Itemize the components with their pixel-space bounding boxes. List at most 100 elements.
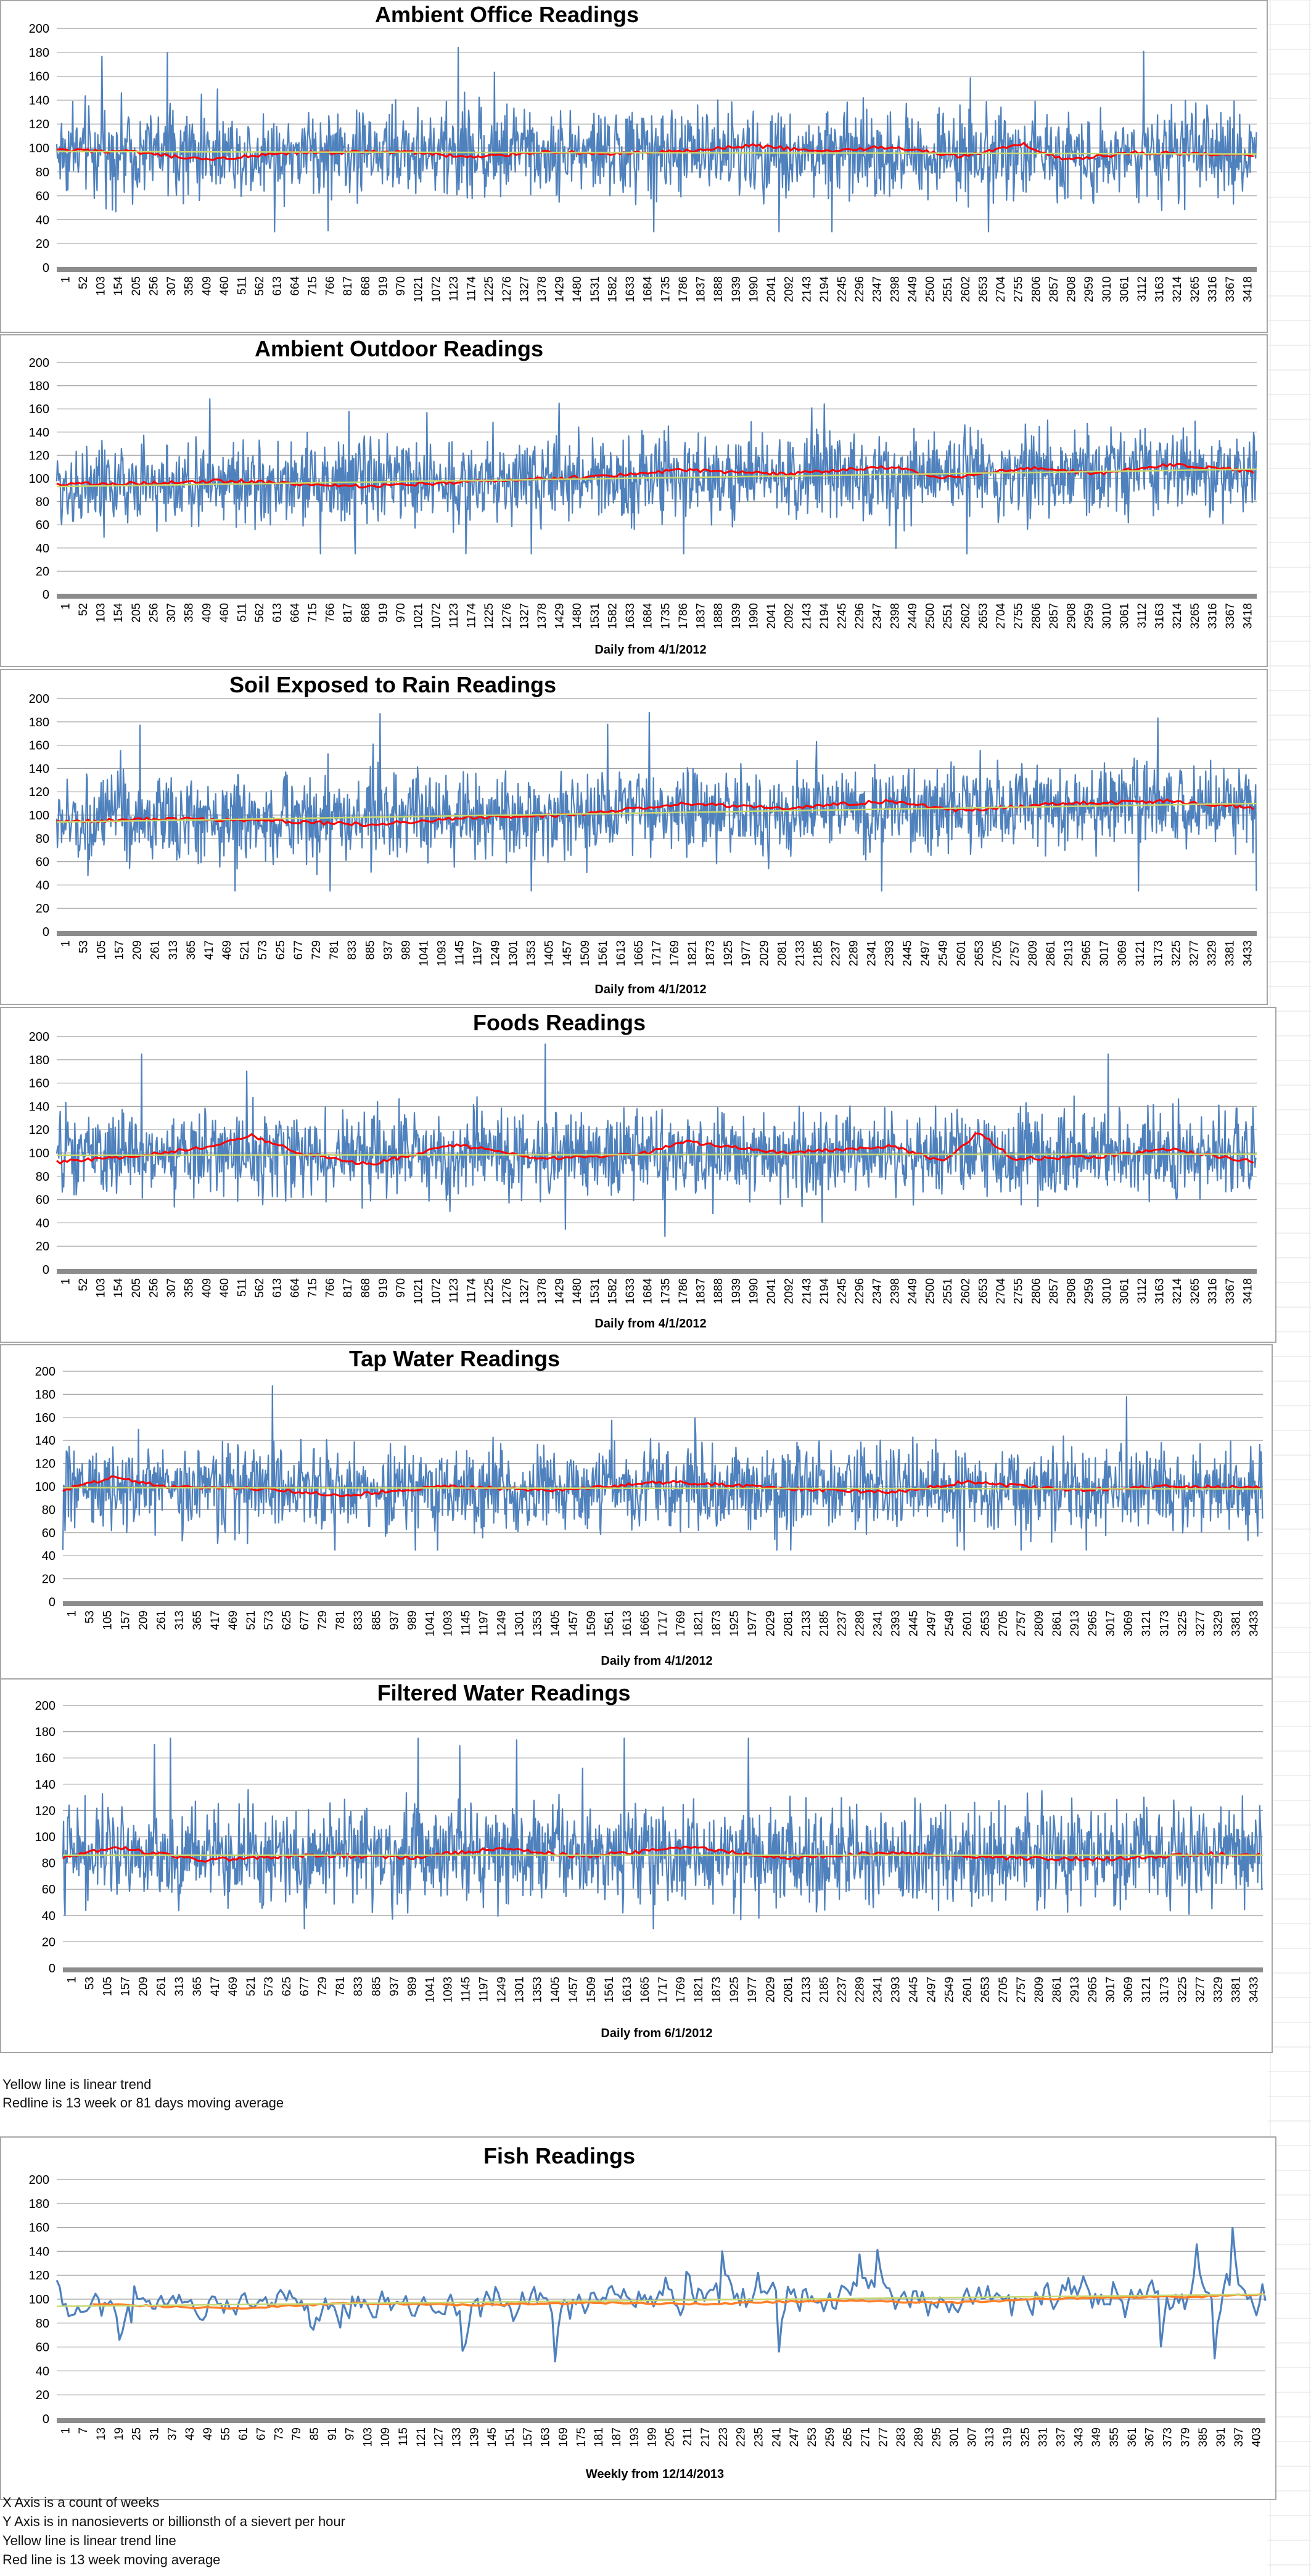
chart-soil-exposed-to-rain[interactable]: 0 20 40 60 80 100 120 140 160 180 200 1 53 105 157 209 2… xyxy=(0,669,1268,1005)
x-tick-label: 3112 xyxy=(1136,603,1149,628)
x-tick-label: 73 xyxy=(273,2427,286,2440)
y-tick-label: 60 xyxy=(36,856,49,869)
x-tick-label: 2081 xyxy=(782,1610,795,1636)
chart-foods[interactable]: 0 20 40 60 80 100 120 140 160 180 200 1 52 103 154 205 2… xyxy=(0,1007,1276,1343)
x-tick-label: 817 xyxy=(342,603,355,623)
chart-fish[interactable]: 0 20 40 60 80 100 120 140 160 180 200 1 7 13 19 25 31 37 4… xyxy=(0,2136,1276,2500)
x-tick-label: 715 xyxy=(306,276,319,296)
x-tick-label: 121 xyxy=(415,2427,428,2447)
x-tick-label: 1531 xyxy=(589,276,602,302)
x-tick-label: 2445 xyxy=(902,940,914,966)
x-tick-label: 613 xyxy=(271,1278,284,1298)
x-tick-label: 2913 xyxy=(1062,940,1075,966)
x-tick-label: 1041 xyxy=(424,1610,437,1636)
x-tick-label: 2857 xyxy=(1048,276,1061,302)
x-tick-label: 1041 xyxy=(417,940,430,966)
x-tick-label: 2809 xyxy=(1033,1610,1046,1636)
y-tick-label: 200 xyxy=(29,2173,49,2187)
x-tick-label: 53 xyxy=(84,1610,97,1623)
x-tick-label: 469 xyxy=(221,940,234,960)
x-tick-label: 2861 xyxy=(1045,940,1058,966)
x-tick-label: 53 xyxy=(78,940,91,953)
y-tick-label: 100 xyxy=(29,1147,49,1160)
series-linear-trend xyxy=(62,1487,1264,1490)
x-tick-label: 13 xyxy=(95,2427,108,2440)
chart-tap-water[interactable]: 0 20 40 60 80 100 120 140 160 180 200 1 53 105 157 209 2… xyxy=(0,1344,1273,1680)
x-tick-label: 2704 xyxy=(995,603,1008,630)
x-tick-label: 3214 xyxy=(1171,276,1184,303)
x-tick-label: 2908 xyxy=(1066,603,1079,629)
y-tick-label: 80 xyxy=(36,832,49,846)
x-tick-label: 868 xyxy=(360,276,372,296)
x-tick-label: 1582 xyxy=(606,603,619,629)
x-tick-label: 1888 xyxy=(712,1278,725,1304)
y-tick-label: 0 xyxy=(43,1263,49,1277)
x-tick-label: 105 xyxy=(102,1610,115,1630)
x-tick-label: 307 xyxy=(966,2427,979,2447)
x-tick-label: 3329 xyxy=(1206,940,1219,966)
x-tick-label: 2449 xyxy=(906,276,919,302)
x-tick-label: 2549 xyxy=(937,940,950,966)
x-tick-label: 1 xyxy=(66,1610,79,1617)
x-tick-label: 2143 xyxy=(800,276,813,302)
x-tick-label: 343 xyxy=(1072,2427,1085,2447)
x-tick-label: 2601 xyxy=(961,1977,974,2003)
x-tick-label: 417 xyxy=(209,1610,222,1630)
x-tick-label: 2029 xyxy=(764,1977,777,2003)
x-tick-label: 766 xyxy=(324,1278,337,1298)
x-tick-label: 521 xyxy=(245,1610,258,1630)
x-tick-label: 2857 xyxy=(1048,603,1061,629)
x-tick-label: 417 xyxy=(203,940,216,960)
x-tick-label: 3316 xyxy=(1206,276,1219,302)
x-tick-label: 2092 xyxy=(783,276,796,302)
note-red-average: Red line is 13 week moving average xyxy=(2,2552,221,2567)
x-tick-label: 3061 xyxy=(1118,1278,1131,1304)
x-tick-label: 511 xyxy=(236,276,249,295)
x-tick-label: 1353 xyxy=(532,1977,545,2003)
x-tick-label: 1717 xyxy=(657,1977,670,2003)
x-tick-label: 1301 xyxy=(508,940,520,966)
y-tick-label: 200 xyxy=(29,356,49,370)
x-tick-label: 562 xyxy=(253,276,266,296)
x-tick-label: 1 xyxy=(59,1278,72,1285)
x-tick-label: 1041 xyxy=(424,1977,437,2003)
x-tick-label: 145 xyxy=(486,2427,499,2447)
x-tick-label: 833 xyxy=(352,1977,365,1996)
x-tick-label: 379 xyxy=(1179,2427,1192,2447)
x-tick-label: 301 xyxy=(948,2427,961,2447)
x-tick-label: 1939 xyxy=(730,276,743,302)
y-tick-label: 160 xyxy=(29,739,49,753)
x-tick-label: 3163 xyxy=(1154,1278,1167,1304)
x-tick-label: 1405 xyxy=(549,1610,562,1636)
x-tick-label: 625 xyxy=(281,1610,294,1630)
x-tick-label: 103 xyxy=(95,1278,108,1298)
x-tick-label: 2194 xyxy=(818,603,831,630)
chart-ambient-office[interactable]: 0 20 40 60 80 100 120 140 160 180 200 1 52 103 154 205 2… xyxy=(0,0,1268,333)
x-tick-label: 1225 xyxy=(483,603,496,629)
chart-ambient-outdoor[interactable]: 0 20 40 60 80 100 120 140 160 180 200 1 52 103 154 205 2… xyxy=(0,334,1268,667)
y-tick-label: 140 xyxy=(29,1100,49,1114)
x-tick-label: 1786 xyxy=(677,603,690,629)
x-tick-label: 1123 xyxy=(448,1278,461,1303)
y-tick-label: 60 xyxy=(42,1527,55,1540)
x-tick-label: 2602 xyxy=(960,603,972,629)
chart-title: Ambient Office Readings xyxy=(375,2,639,27)
x-tick-label: 151 xyxy=(504,2427,517,2447)
chart-filtered-water[interactable]: 0 20 40 60 80 100 120 140 160 180 200 1 53 105 157 209 2… xyxy=(0,1678,1273,2053)
x-tick-label: 2704 xyxy=(995,276,1008,303)
x-tick-label: 3010 xyxy=(1101,603,1114,629)
y-tick-label: 80 xyxy=(42,1857,55,1871)
x-tick-label: 1977 xyxy=(746,1977,759,2003)
x-tick-label: 2653 xyxy=(977,1278,990,1304)
x-tick-label: 205 xyxy=(130,603,143,623)
x-tick-label: 817 xyxy=(342,1278,355,1298)
x-tick-label: 409 xyxy=(200,276,213,296)
x-tick-label: 2908 xyxy=(1066,1278,1079,1304)
x-tick-label: 729 xyxy=(310,940,323,960)
x-tick-label: 766 xyxy=(324,276,337,296)
x-tick-label: 2653 xyxy=(979,1610,992,1636)
x-tick-label: 2092 xyxy=(783,603,796,629)
x-tick-label: 625 xyxy=(281,1977,294,1996)
x-tick-label: 1925 xyxy=(728,1977,741,2003)
y-tick-label: 60 xyxy=(42,1883,55,1897)
